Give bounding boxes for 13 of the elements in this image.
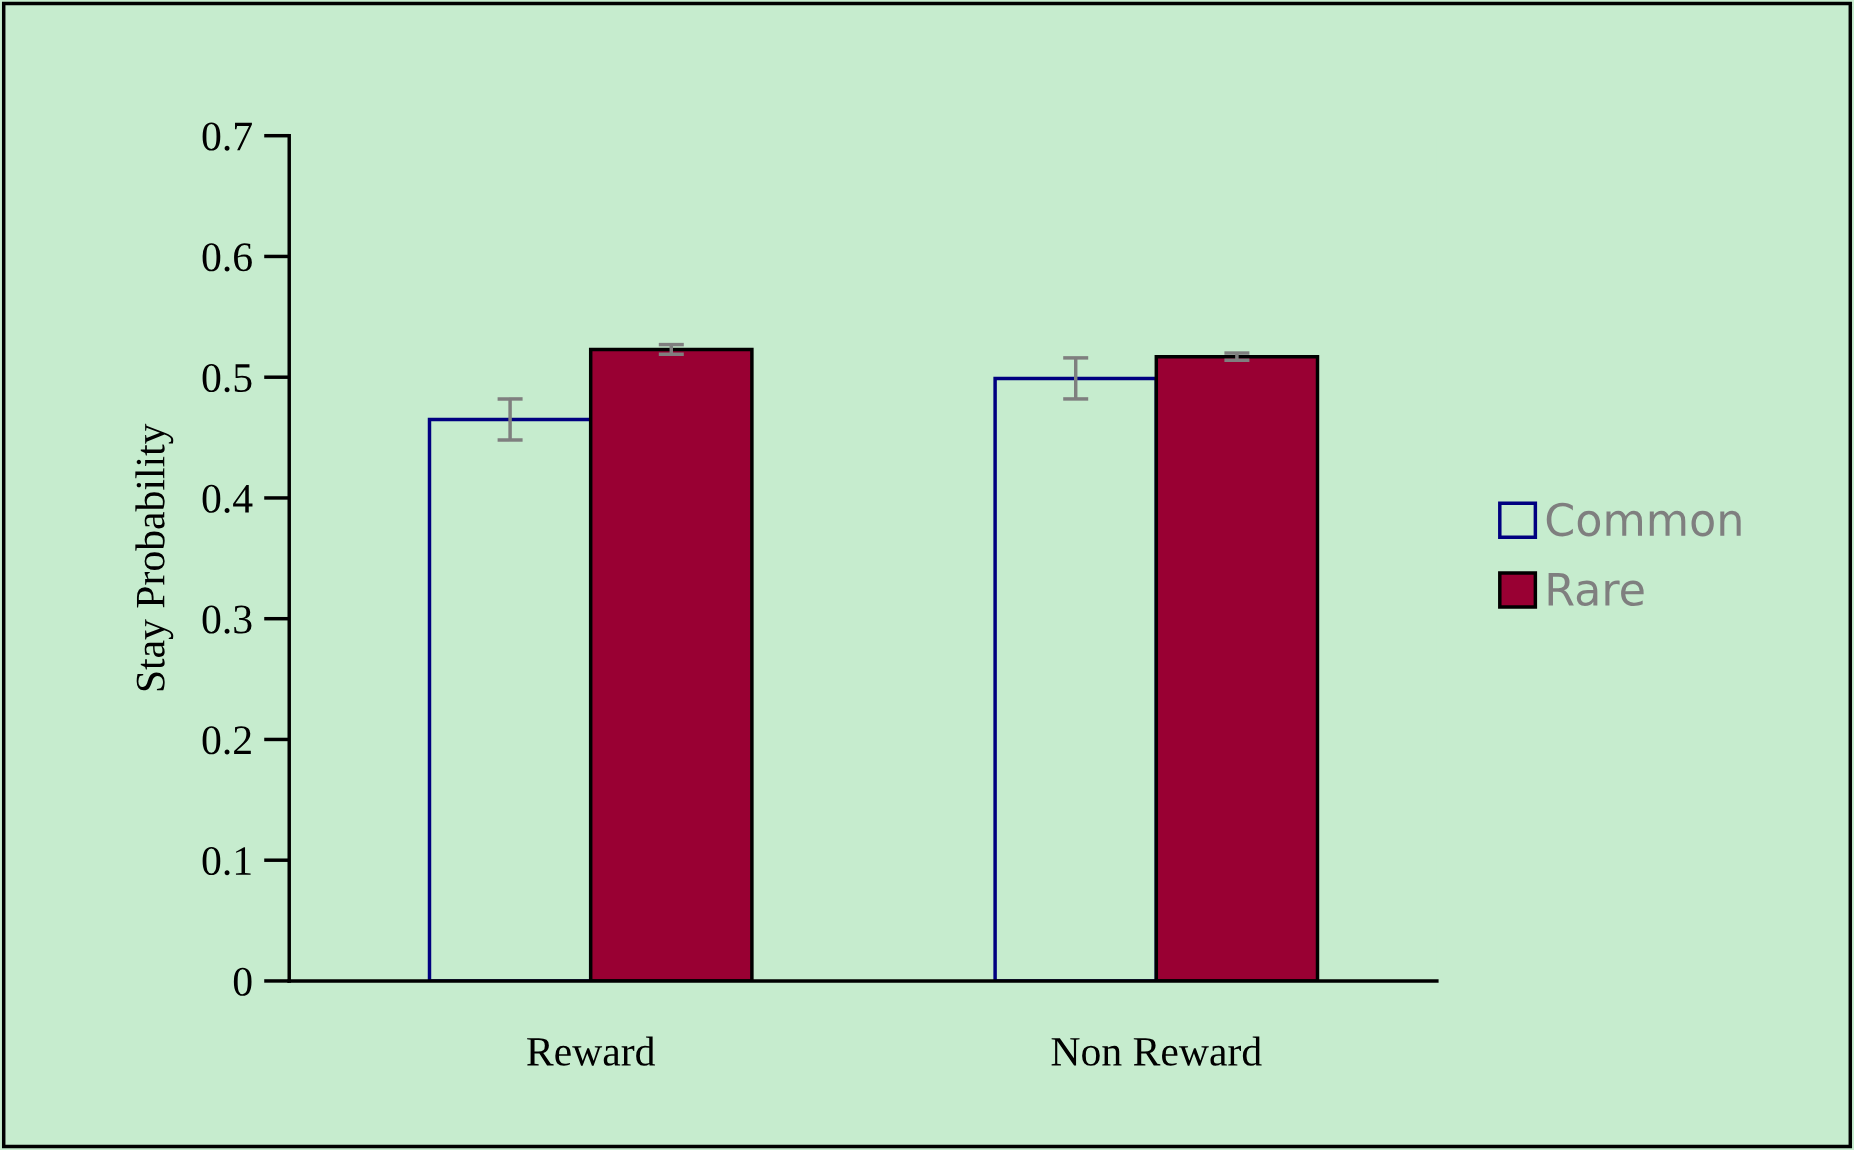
- y-tick-label: 0.4: [202, 484, 253, 513]
- y-tick-label: 0.3: [202, 605, 252, 634]
- x-tick-label: Non Reward: [1051, 1036, 1262, 1066]
- y-tick-label: 0.2: [202, 726, 251, 755]
- legend-label: Common: [1546, 502, 1741, 537]
- x-tick-label: Reward: [527, 1036, 655, 1066]
- y-tick-label: 0.6: [202, 243, 252, 272]
- y-axis-title: Stay Probability: [135, 423, 174, 691]
- y-tick-label: 0.1: [202, 846, 251, 876]
- legend-label: Rare: [1548, 573, 1644, 607]
- y-tick-label: 0: [233, 967, 252, 996]
- y-tick-label: 0.5: [202, 363, 252, 393]
- y-tick-label: 0.7: [202, 122, 252, 151]
